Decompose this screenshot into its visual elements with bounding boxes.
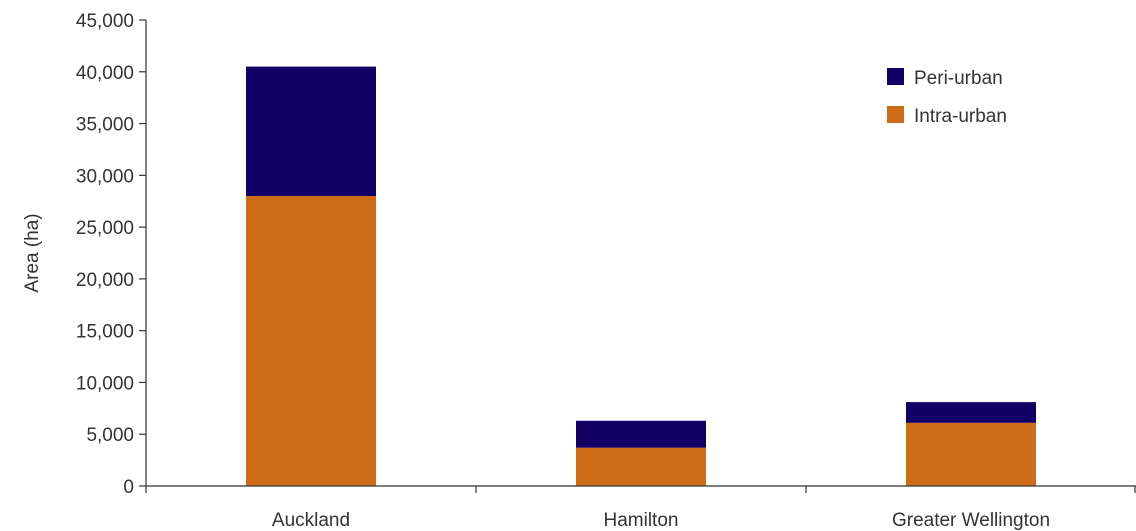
x-tick-label: Greater Wellington: [892, 510, 1050, 531]
y-tick-label: 0: [123, 477, 134, 498]
y-tick-label: 5,000: [86, 425, 134, 446]
legend-label-peri-urban: Peri-urban: [914, 68, 1003, 89]
bar-auckland-peri-urban: [246, 66, 376, 197]
y-tick-label: 15,000: [76, 322, 134, 343]
x-ticks-group: Auckland Hamilton Greater Wellington: [145, 486, 1136, 531]
legend-swatch-intra-urban: [887, 106, 904, 123]
y-tick-label: 40,000: [76, 63, 134, 84]
y-tick-label: 45,000: [76, 11, 134, 32]
y-axis-label: Area (ha): [22, 213, 43, 292]
y-tick-label: 35,000: [76, 115, 134, 136]
y-tick-label: 30,000: [76, 166, 134, 187]
legend-label-intra-urban: Intra-urban: [914, 106, 1007, 127]
y-tick-label: 10,000: [76, 373, 134, 394]
bar-greater-wellington-peri-urban: [906, 402, 1036, 423]
x-tick-label: Auckland: [272, 510, 350, 531]
y-tick-label: 20,000: [76, 270, 134, 291]
y-tick-label: 25,000: [76, 218, 134, 239]
x-tick-label: Hamilton: [604, 510, 679, 531]
bars-group: [246, 66, 1036, 487]
bar-hamilton-peri-urban: [576, 420, 706, 448]
legend: Peri-urban Intra-urban: [887, 68, 1007, 127]
bar-greater-wellington-intra-urban: [906, 422, 1036, 486]
y-ticks-group: 0 5,000 10,000 15,000 20,000 25,000 30,000 35,0…: [76, 11, 146, 498]
bar-hamilton-intra-urban: [576, 447, 706, 486]
axes-group: [145, 20, 1136, 487]
bar-auckland-intra-urban: [246, 196, 376, 487]
legend-swatch-peri-urban: [887, 68, 904, 85]
